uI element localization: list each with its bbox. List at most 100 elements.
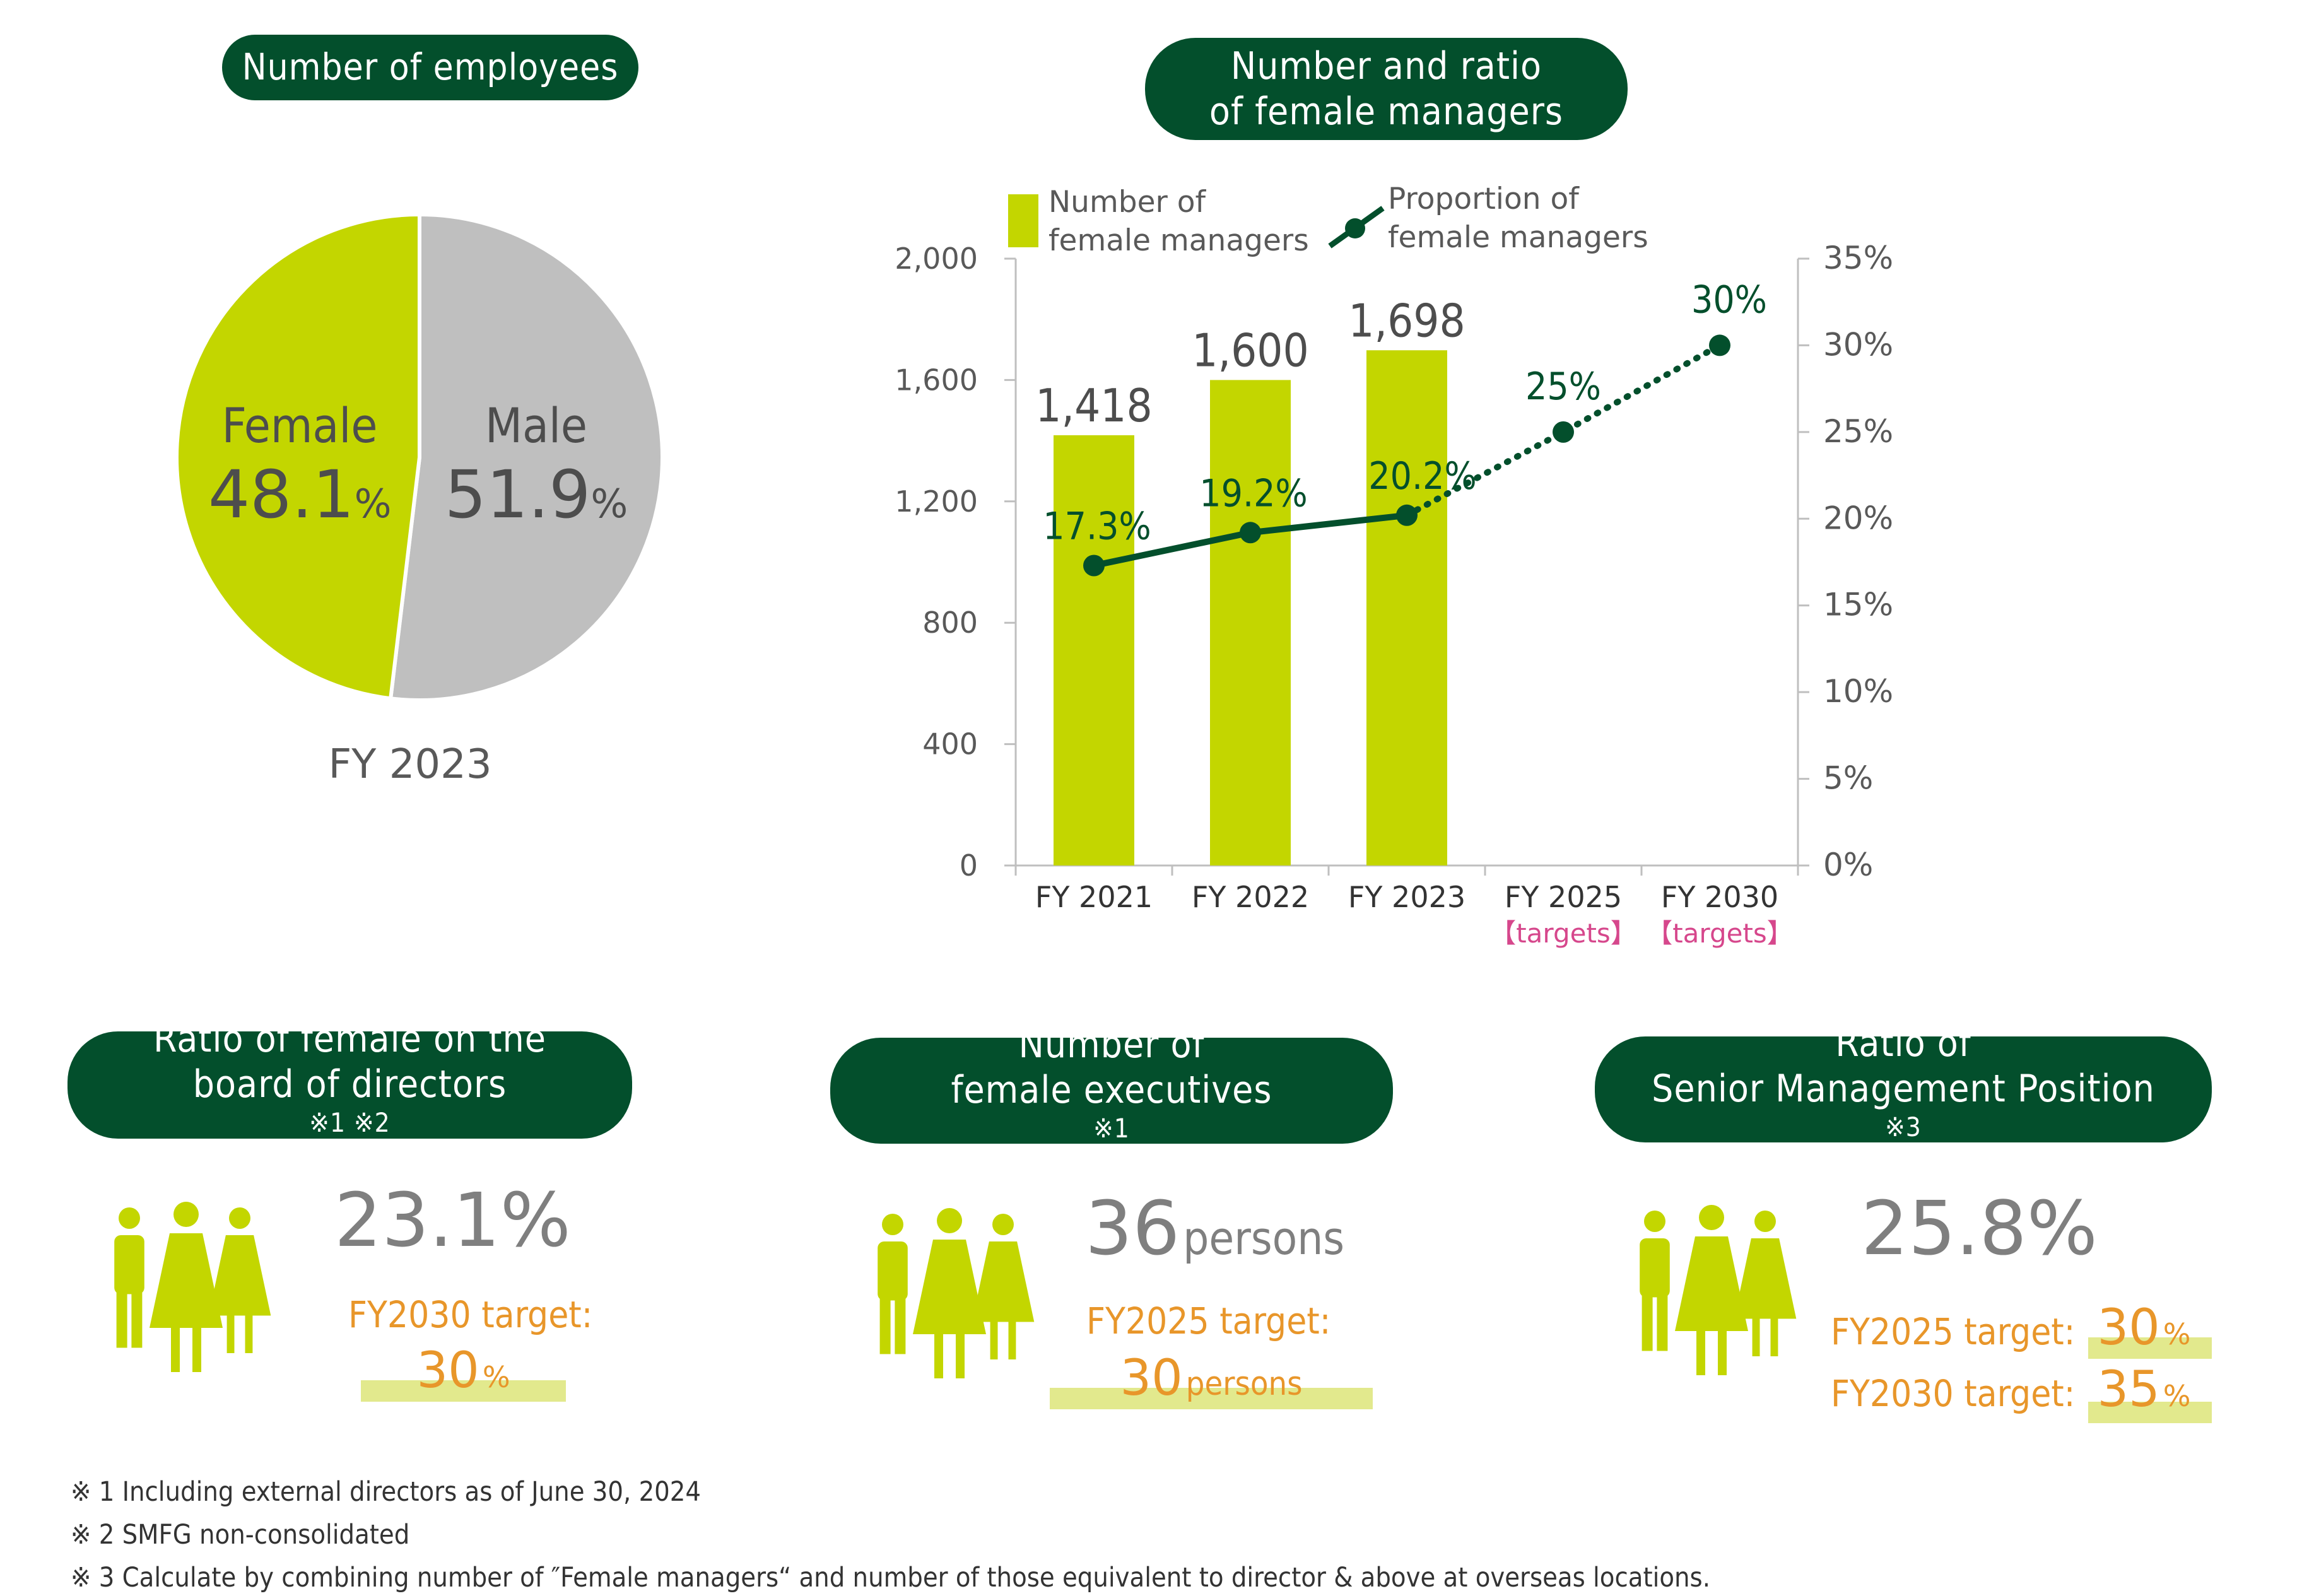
right-tick-label: 5%: [1823, 760, 1873, 797]
person-leg: [1696, 1331, 1705, 1375]
senior-target1-row: FY2025 target: 30 %: [1831, 1300, 2191, 1356]
person-leg: [171, 1328, 180, 1372]
executives-target-label: FY2025 target:: [1086, 1300, 1331, 1342]
person-head: [882, 1214, 903, 1235]
left-tick-label: 2,000: [895, 242, 978, 276]
bar-data-label: 1,600: [1192, 324, 1308, 377]
person-dress: [1675, 1236, 1748, 1331]
board-target-label: FY2030 target:: [348, 1293, 593, 1336]
person-leg: [1752, 1318, 1760, 1356]
female-label: Female: [221, 397, 378, 454]
female-value: 48.1: [208, 456, 355, 533]
legend-bar-swatch: [1008, 194, 1038, 247]
employees-title-pill: Number of employees: [222, 35, 638, 100]
board-title-pill: Ratio of female on the board of director…: [68, 1017, 632, 1139]
bar-female-managers: [1210, 380, 1291, 865]
person-leg: [895, 1295, 906, 1354]
senior-target1-value: 30: [2097, 1300, 2160, 1356]
person-body: [1640, 1238, 1670, 1298]
legend-line-line1: Proportion of: [1388, 182, 1579, 216]
senior-target1-highlight: [2088, 1337, 2212, 1359]
footnote-3: ※ 3 Calculate by combining number of ″Fe…: [71, 1562, 1710, 1593]
person-head: [937, 1208, 962, 1233]
senior-target2-value: 35: [2097, 1361, 2160, 1418]
person-dress: [913, 1240, 986, 1334]
board-target-value-group: 30 %: [361, 1342, 566, 1399]
person-head: [173, 1202, 199, 1227]
right-tick-label: 35%: [1823, 240, 1893, 276]
board-target-unit: %: [482, 1360, 510, 1394]
line-data-label: 19.2%: [1199, 471, 1307, 515]
right-tick-label: 0%: [1823, 847, 1873, 883]
person-leg: [245, 1315, 253, 1353]
male-label: Male: [485, 397, 587, 454]
x-tick-label: FY 2021: [1035, 880, 1153, 914]
board-value: 23.1%: [334, 1176, 571, 1264]
targets-label: 【targets】: [1646, 918, 1794, 949]
managers-title-line1: Number and ratio: [1230, 44, 1542, 88]
legend-line-line2: female managers: [1388, 220, 1648, 255]
line-data-label: 20.2%: [1368, 454, 1476, 498]
bar-data-label: 1,418: [1035, 379, 1152, 432]
person-leg: [1718, 1331, 1727, 1375]
people-group-icon: [1640, 1205, 1797, 1375]
people-group-icon: [114, 1202, 271, 1372]
person-head: [1644, 1211, 1665, 1232]
executives-value-group: 36 persons: [1085, 1185, 1344, 1272]
person-leg: [131, 1289, 143, 1348]
executives-title-pill: Number of female executives ※1: [830, 1023, 1393, 1144]
left-tick-label: 1,200: [895, 484, 978, 519]
executives-target-value-group: 30 persons: [1050, 1350, 1373, 1407]
legend-bar-line2: female managers: [1048, 223, 1309, 259]
senior-target2-highlight: [2088, 1402, 2212, 1423]
bar-data-label: 1,698: [1348, 294, 1465, 347]
legend-line-marker: [1345, 218, 1365, 238]
line-data-label: 17.3%: [1043, 504, 1151, 548]
senior-title-marks: ※3: [1885, 1112, 1922, 1143]
left-tick-label: 0: [960, 848, 978, 883]
person-head: [229, 1207, 250, 1229]
senior-title-pill: Ratio of Senior Management Position ※3: [1595, 1021, 2212, 1143]
person-leg: [1657, 1292, 1668, 1351]
senior-target1-label: FY2025 target:: [1831, 1310, 2076, 1353]
person-leg: [1770, 1318, 1778, 1356]
male-unit: %: [590, 481, 628, 527]
line-point: [1083, 554, 1105, 577]
person-dress: [208, 1235, 271, 1316]
person-dress: [150, 1233, 223, 1328]
person-head: [1754, 1211, 1776, 1232]
person-body: [878, 1241, 908, 1301]
person-leg: [1642, 1292, 1653, 1351]
board-target-value: 30: [416, 1342, 479, 1399]
person-leg: [879, 1295, 891, 1354]
board-title-marks: ※1 ※2: [309, 1107, 391, 1139]
line-point: [1553, 421, 1574, 443]
right-tick-label: 20%: [1823, 500, 1893, 536]
executives-title-line2: female executives: [951, 1068, 1272, 1113]
line-data-label: 25%: [1525, 365, 1601, 409]
line-point: [1709, 334, 1730, 356]
pie-label-male: Male 51.9%: [442, 397, 631, 533]
right-tick-label: 10%: [1823, 673, 1893, 710]
executives-unit: persons: [1183, 1212, 1345, 1265]
person-leg: [934, 1334, 943, 1378]
right-tick-label: 25%: [1823, 413, 1893, 450]
legend-line-swatch: [1328, 206, 1385, 249]
senior-target2-unit: %: [2163, 1379, 2191, 1413]
pie-slice-male: [388, 212, 664, 702]
executives-value: 36: [1085, 1185, 1180, 1272]
person-head: [992, 1214, 1014, 1235]
person-leg: [990, 1322, 998, 1359]
person-dress: [972, 1241, 1035, 1322]
footnote-1: ※ 1 Including external directors as of J…: [71, 1476, 701, 1508]
executives-title-line1: Number of: [1018, 1023, 1205, 1067]
senior-target2-row: FY2030 target: 35 %: [1831, 1361, 2191, 1418]
person-head: [119, 1207, 140, 1229]
people-group-icon: [878, 1208, 1035, 1378]
person-head: [1699, 1205, 1724, 1230]
person-dress: [1734, 1238, 1797, 1319]
employees-pie-chart: [175, 212, 664, 702]
person-leg: [116, 1289, 127, 1348]
targets-label: 【targets】: [1489, 918, 1637, 949]
